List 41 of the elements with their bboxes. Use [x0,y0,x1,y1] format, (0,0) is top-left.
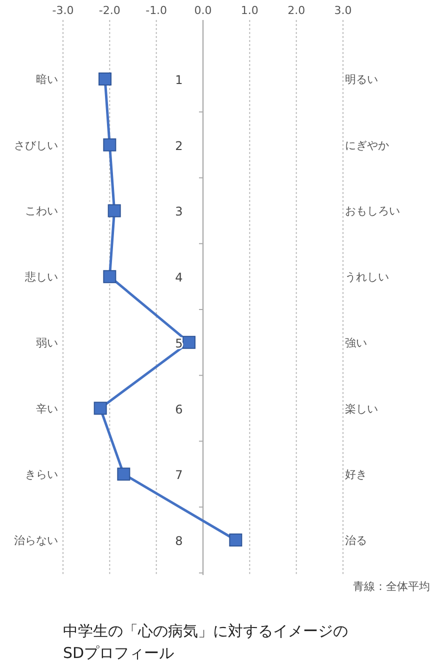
point [103,138,116,152]
y-tick-label: 悲しい [24,270,58,284]
x-tick-label: 0.0 [194,4,212,17]
y2-tick-label: にぎやか [345,138,389,152]
y2-tick-label: 治る [345,534,367,547]
y-tick-label: 暗い [36,73,58,86]
x-tick-label: -2.0 [98,4,120,17]
text: 中学生の「心の病気」に対するイメージのSDプロフィール [63,622,348,662]
annotation: 6 [175,402,183,416]
point [229,534,242,546]
point [98,72,112,86]
point [182,336,196,349]
y2-tick-label: 楽しい [345,402,378,416]
annotation: 7 [175,468,183,482]
y-tick-label: 弱い [36,336,58,350]
x-tick-label: 1.0 [240,4,258,17]
x-tick-label: -3.0 [52,4,74,17]
y2-tick-label: 明るい [345,73,378,86]
point [108,204,121,218]
annotation: 3 [175,204,183,219]
y2-tick-label: おもしろい [345,204,400,218]
point [94,402,107,415]
point [117,468,130,481]
x-tick-label: 2.0 [288,4,306,17]
y-tick-label: 辛い [36,402,58,416]
y2-tick-label: うれしい [345,270,389,284]
annotation: 5 [175,336,183,350]
annotation: 8 [175,534,183,548]
annotation: 4 [175,270,183,285]
y2-tick-label: 強い [345,336,367,350]
annotation: 2 [175,138,183,153]
y-tick-label: 治らない [14,534,58,547]
x-tick-label: -1.0 [146,4,168,17]
x-tick-label: 3.0 [334,4,352,17]
y-tick-label: さびしい [14,138,58,152]
text: 青線：全体平均 [353,580,430,593]
y-tick-label: きらい [25,468,58,482]
point [103,270,116,284]
y-tick-label: こわい [25,204,58,218]
annotation: 1 [175,73,183,87]
y2-tick-label: 好き [345,468,367,482]
